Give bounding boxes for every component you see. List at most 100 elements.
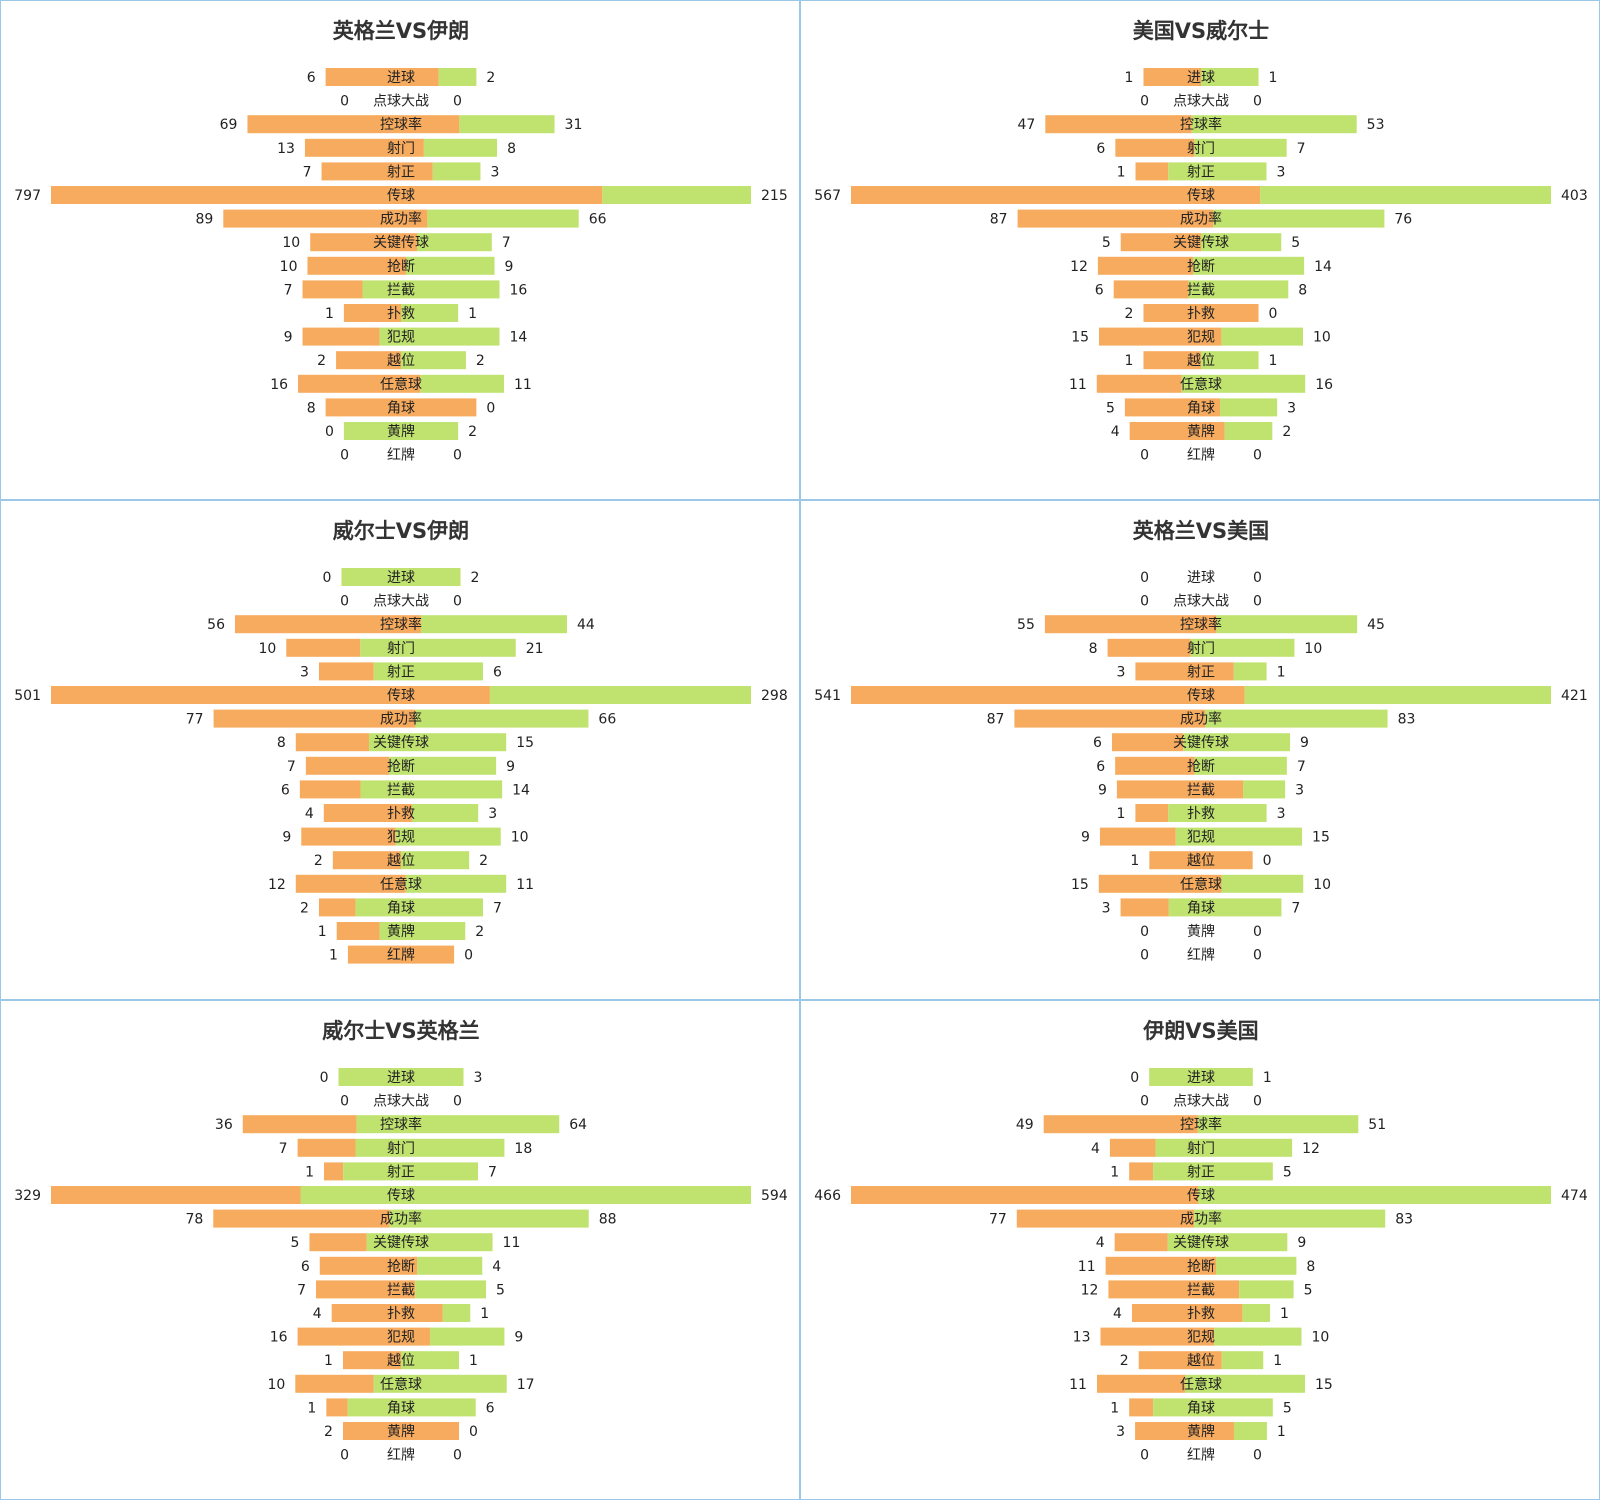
- bar-left: [213, 709, 416, 728]
- category-label: 犯规: [1187, 830, 1215, 846]
- bar-left: [851, 1186, 1199, 1204]
- value-label-left: 0: [323, 570, 332, 586]
- bar-right: [417, 233, 492, 252]
- value-label-right: 0: [453, 94, 462, 110]
- value-label-left: 13: [277, 141, 295, 157]
- bar-left: [1099, 327, 1222, 346]
- bar-right: [1201, 68, 1259, 86]
- bar-right: [1221, 1351, 1264, 1370]
- bar-left: [298, 374, 421, 393]
- value-label-left: 1: [324, 1353, 333, 1369]
- category-label: 任意球: [1180, 876, 1222, 893]
- bar-left: [1120, 233, 1201, 252]
- bar-left: [1131, 1304, 1243, 1322]
- value-label-left: 1: [329, 948, 338, 964]
- value-label-right: 3: [1277, 806, 1286, 822]
- value-label-left: 10: [258, 641, 276, 657]
- value-label-left: 1: [1117, 164, 1126, 180]
- bar-left: [51, 186, 603, 204]
- value-label-right: 3: [1276, 164, 1285, 180]
- value-label-right: 0: [464, 948, 473, 964]
- value-label-right: 3: [1295, 782, 1304, 798]
- bar-left: [1114, 1233, 1168, 1252]
- category-label: 红牌: [387, 1447, 415, 1464]
- value-label-right: 0: [486, 400, 495, 416]
- bar-right: [1168, 804, 1267, 822]
- value-label-left: 466: [814, 1188, 841, 1204]
- category-label: 射门: [1187, 641, 1215, 657]
- value-label-right: 10: [1313, 877, 1331, 893]
- value-label-right: 16: [509, 282, 527, 298]
- value-label-left: 4: [1113, 1306, 1122, 1322]
- category-label: 抢断: [1187, 1258, 1215, 1275]
- bar-right: [412, 804, 479, 822]
- value-label-right: 9: [1300, 735, 1309, 751]
- category-label: 任意球: [1180, 1376, 1222, 1393]
- category-label: 点球大战: [373, 594, 429, 610]
- bar-left: [1044, 615, 1217, 634]
- value-label-left: 1: [1110, 1164, 1119, 1180]
- value-label-right: 16: [1315, 377, 1333, 393]
- value-label-right: 6: [493, 664, 502, 680]
- bar-right: [420, 615, 568, 634]
- category-label: 红牌: [1187, 947, 1215, 964]
- value-label-left: 0: [1140, 94, 1149, 110]
- value-label-left: 797: [14, 188, 41, 204]
- value-label-right: 1: [1269, 70, 1278, 86]
- value-label-right: 7: [1291, 900, 1300, 916]
- bar-left: [1100, 1327, 1215, 1346]
- value-label-right: 0: [1253, 948, 1262, 964]
- value-label-right: 2: [475, 924, 484, 940]
- bar-right: [1194, 138, 1287, 157]
- value-label-left: 55: [1017, 617, 1035, 633]
- bar-left: [336, 351, 401, 370]
- category-label: 扑救: [387, 806, 415, 822]
- bar-left: [1109, 1138, 1156, 1157]
- value-label-left: 6: [1093, 735, 1102, 751]
- value-label-right: 0: [1253, 448, 1262, 464]
- value-label-right: 15: [1312, 830, 1330, 846]
- chart-panel: 英格兰VS伊朗 6 进球 2 0 点球大战 0 69 控球率 31 13 射门 8 7 射正 3 797 传球 21…: [0, 0, 800, 500]
- value-label-left: 0: [340, 1448, 349, 1464]
- category-label: 角球: [387, 1400, 415, 1416]
- category-label: 抢断: [1187, 258, 1215, 275]
- value-label-left: 78: [185, 1212, 203, 1228]
- value-label-left: 7: [284, 282, 293, 298]
- value-label-right: 421: [1561, 688, 1588, 704]
- bar-left: [323, 1162, 344, 1181]
- bar-left: [1016, 1209, 1195, 1228]
- bar-right: [423, 138, 498, 157]
- value-label-right: 76: [1394, 212, 1412, 228]
- category-label: 射正: [1187, 164, 1215, 180]
- category-label: 扑救: [1187, 1306, 1215, 1322]
- category-label: 关键传球: [373, 735, 429, 751]
- bar-right: [1188, 280, 1289, 299]
- category-label: 拦截: [387, 782, 415, 798]
- value-label-right: 7: [1297, 141, 1306, 157]
- category-label: 红牌: [1187, 1447, 1215, 1464]
- value-label-right: 14: [512, 782, 530, 798]
- value-label-right: 44: [577, 617, 595, 633]
- value-label-left: 0: [1140, 570, 1149, 586]
- bar-right: [1220, 398, 1278, 417]
- value-label-right: 0: [1263, 853, 1272, 869]
- bar-left: [332, 851, 401, 870]
- value-label-left: 0: [1140, 1094, 1149, 1110]
- bar-left: [342, 1422, 460, 1440]
- bar-right: [1193, 256, 1305, 275]
- value-label-left: 12: [1081, 1282, 1099, 1298]
- category-label: 点球大战: [1173, 594, 1229, 610]
- bar-right: [1239, 1280, 1294, 1299]
- category-label: 越位: [387, 353, 415, 369]
- bar-left: [242, 1115, 357, 1134]
- value-label-right: 15: [516, 735, 534, 751]
- bar-left: [1017, 209, 1214, 228]
- value-label-left: 6: [301, 1259, 310, 1275]
- category-label: 抢断: [387, 758, 415, 775]
- bar-left: [304, 138, 424, 157]
- bar-left: [297, 1327, 430, 1346]
- value-label-left: 9: [1098, 782, 1107, 798]
- value-label-left: 2: [1120, 1353, 1129, 1369]
